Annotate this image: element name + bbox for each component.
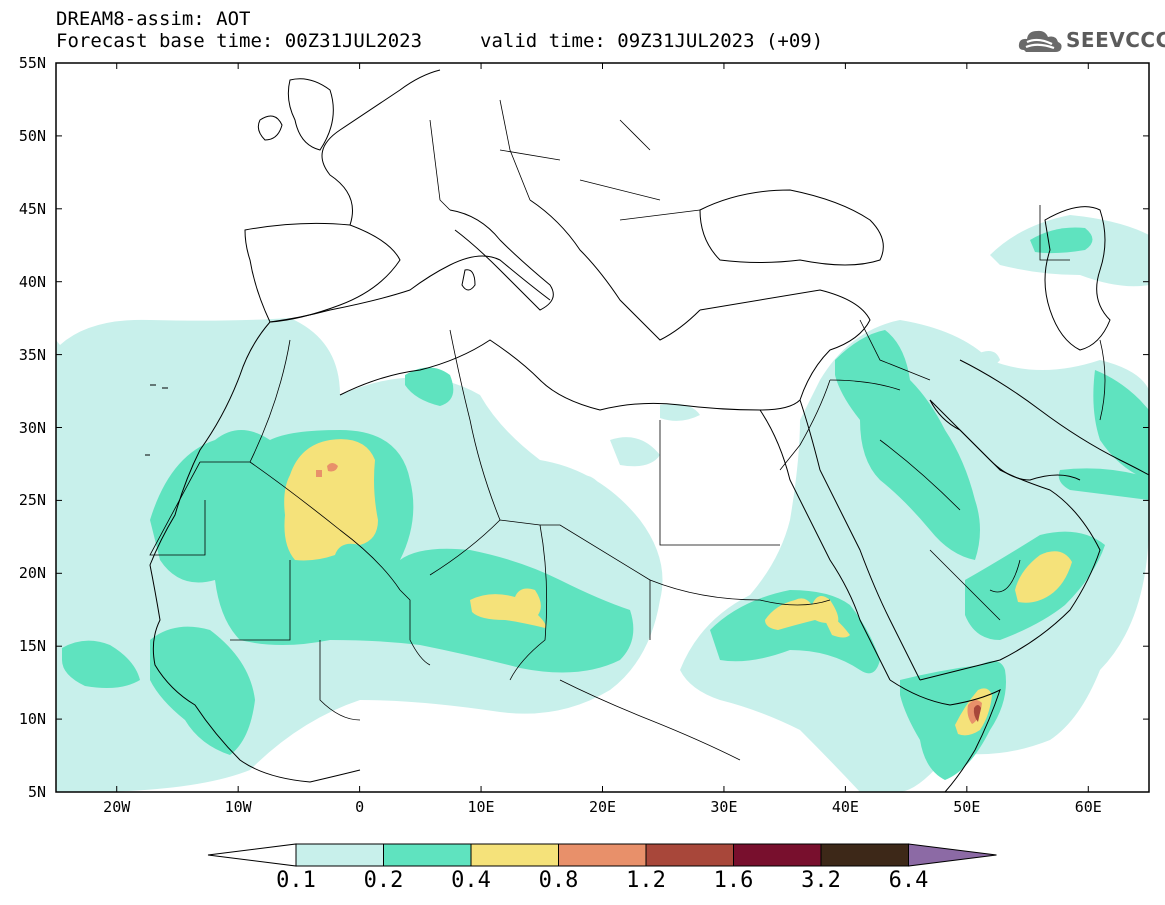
lat-label: 55N: [18, 54, 46, 72]
lat-label: 20N: [18, 564, 46, 583]
colorbar-label: 1.6: [713, 868, 754, 893]
colorbar-label: 3.2: [801, 868, 841, 893]
coastlines: [145, 69, 1149, 792]
lat-label: 15N: [18, 637, 46, 656]
lon-label: 20E: [588, 798, 617, 816]
colorbar-label: 0.8: [538, 868, 579, 893]
lon-label: 40E: [831, 798, 859, 816]
colorbar-label: 0.1: [276, 868, 316, 893]
lat-label: 10N: [18, 710, 46, 729]
lat-label: 30N: [18, 418, 46, 437]
lat-label: 5N: [27, 783, 46, 801]
aot-level-12: [973, 705, 981, 722]
aot-field: [56, 215, 1149, 792]
seevccc-logo: SEEVCCC: [1018, 24, 1165, 58]
lat-label: 50N: [18, 126, 46, 145]
colorbar-min-arrow: [207, 843, 297, 867]
logo-text: SEEVCCC: [1066, 28, 1165, 52]
lon-label: 10E: [467, 798, 495, 816]
colorbar-label: 1.2: [626, 868, 666, 893]
country-borders: [149, 99, 1106, 761]
colorbar-swatch: [645, 843, 734, 867]
colorbar-label: 6.4: [888, 868, 929, 893]
colorbar-swatch: [558, 843, 647, 867]
lat-label: 45N: [18, 199, 46, 218]
colorbar: [207, 843, 997, 867]
colorbar-swatch: [383, 843, 472, 867]
lon-label: 60E: [1074, 798, 1102, 816]
lat-label: 35N: [18, 345, 46, 364]
colorbar-max-arrow: [908, 843, 997, 867]
lon-label: 50E: [953, 798, 981, 816]
lon-label: 20W: [103, 798, 131, 816]
lat-label: 40N: [18, 272, 46, 291]
map-title: DREAM8-assim: AOT: [56, 8, 251, 30]
lat-label: 25N: [18, 491, 46, 510]
lon-label: 30E: [710, 798, 738, 816]
colorbar-swatch: [295, 843, 384, 867]
colorbar-swatch: [820, 843, 909, 867]
forecast-base-time: Forecast base time: 00Z31JUL2023: [56, 30, 423, 52]
colorbar-label: 0.2: [363, 868, 404, 893]
lon-label: 10W: [224, 798, 252, 816]
colorbar-label: 0.4: [451, 868, 491, 893]
lon-label: 0: [355, 798, 365, 816]
colorbar-swatch: [733, 843, 822, 867]
axis-ticks: [56, 62, 1149, 793]
valid-time: valid time: 09Z31JUL2023 (+09): [480, 30, 824, 52]
cloud-icon: [1018, 30, 1062, 52]
colorbar-swatch: [470, 843, 559, 867]
